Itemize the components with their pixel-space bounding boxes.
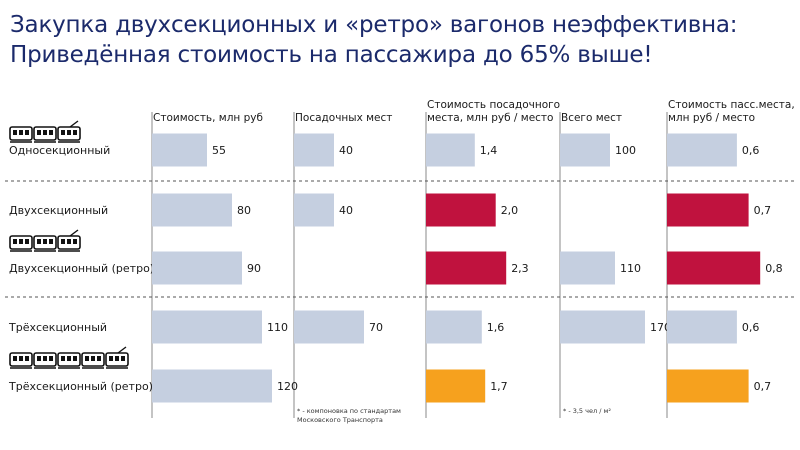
bar-s2-r4: [294, 310, 364, 344]
bar-s5-r4: [667, 310, 737, 344]
title-line-1: Закупка двухсекционных и «ретро» вагонов…: [10, 12, 738, 38]
column-header-5-line-1: Стоимость пасс.места,: [668, 99, 795, 111]
bar-s1-r4: [152, 310, 262, 344]
tram-3-section-icon: [9, 346, 129, 369]
bar-s1-r1: [152, 133, 207, 167]
bar-s3-r2: [426, 193, 496, 227]
bar-label-s3-r5: 1,7: [490, 380, 508, 393]
bar-label-s5-r4: 0,6: [742, 321, 760, 334]
footnote-2: * - 3,5 чел / м²: [563, 407, 611, 415]
bar-s1-r3: [152, 251, 242, 285]
bar-s5-r1: [667, 133, 737, 167]
bar-label-s3-r1: 1,4: [480, 144, 498, 157]
bar-s5-r3: [667, 251, 761, 285]
bar-label-s1-r2: 80: [237, 204, 251, 217]
bar-label-s1-r3: 90: [247, 262, 261, 275]
bar-s3-r5: [426, 369, 486, 403]
column-header-5-line-2: млн руб / место: [668, 112, 755, 124]
bar-label-s3-r4: 1,6: [487, 321, 505, 334]
row-label-3: Двухсекционный (ретро): [9, 262, 154, 275]
bar-label-s2-r2: 40: [339, 204, 353, 217]
bar-s3-r3: [426, 251, 507, 285]
column-header-3-line-2: места, млн руб / место: [427, 112, 553, 124]
column-header-3-line-1: Стоимость посадочного: [427, 99, 560, 111]
bar-label-s4-r1: 100: [615, 144, 636, 157]
row-label-1: Односекционный: [9, 144, 110, 157]
bar-label-s1-r5: 120: [277, 380, 298, 393]
bar-s3-r4: [426, 310, 482, 344]
bar-label-s5-r3: 0,8: [765, 262, 783, 275]
bar-label-s4-r3: 110: [620, 262, 641, 275]
title-line-2: Приведённая стоимость на пассажира до 65…: [10, 42, 653, 68]
bar-s5-r2: [667, 193, 749, 227]
column-header-1: Стоимость, млн руб: [153, 112, 263, 124]
bar-label-s3-r2: 2,0: [501, 204, 519, 217]
bar-s2-r1: [294, 133, 334, 167]
row-label-2: Двухсекционный: [9, 204, 108, 217]
bar-label-s4-r4: 170: [650, 321, 671, 334]
footnote-1-line-2: Московского Транспорта: [297, 416, 383, 424]
bar-s4-r1: [560, 133, 610, 167]
column-header-4: Всего мест: [561, 112, 622, 124]
bar-s3-r1: [426, 133, 475, 167]
bar-s2-r2: [294, 193, 334, 227]
bar-s1-r5: [152, 369, 272, 403]
row-label-5: Трёхсекционный (ретро): [8, 380, 153, 393]
bar-s5-r5: [667, 369, 749, 403]
bar-label-s2-r1: 40: [339, 144, 353, 157]
bar-label-s5-r2: 0,7: [754, 204, 772, 217]
bar-label-s2-r4: 70: [369, 321, 383, 334]
tram-2-section-icon: [9, 229, 81, 252]
bar-label-s5-r1: 0,6: [742, 144, 760, 157]
bar-s4-r4: [560, 310, 645, 344]
bar-s4-r3: [560, 251, 615, 285]
page-title: Закупка двухсекционных и «ретро» вагонов…: [10, 10, 790, 70]
row-label-4: Трёхсекционный: [8, 321, 107, 334]
footnote-1-line-1: * - компоновка по стандартам: [297, 407, 401, 415]
bar-s1-r2: [152, 193, 232, 227]
bar-label-s5-r5: 0,7: [754, 380, 772, 393]
bar-label-s3-r3: 2,3: [511, 262, 529, 275]
column-header-2: Посадочных мест: [295, 112, 392, 124]
tram-1-section-icon: [9, 120, 81, 143]
bar-label-s1-r4: 110: [267, 321, 288, 334]
bar-label-s1-r1: 55: [212, 144, 226, 157]
